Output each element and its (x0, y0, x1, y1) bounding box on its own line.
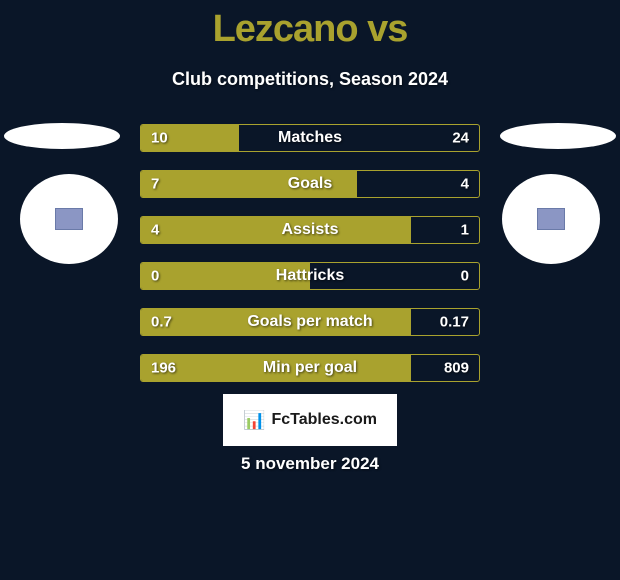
stat-row-goals-per-match: 0.7 Goals per match 0.17 (140, 308, 480, 336)
stat-value-left: 196 (151, 360, 176, 377)
stat-value-right: 809 (444, 360, 469, 377)
stat-value-left: 10 (151, 130, 168, 147)
subtitle: Club competitions, Season 2024 (0, 69, 620, 90)
stats-container: 10 Matches 24 7 Goals 4 4 Assists 1 0 Ha… (140, 124, 480, 400)
player-avatar-right (500, 123, 616, 149)
stat-label: Assists (282, 221, 339, 239)
stat-label: Min per goal (263, 359, 357, 377)
club-badge-left (20, 174, 118, 264)
stat-value-right: 0 (461, 268, 469, 285)
page-title: Lezcano vs (0, 0, 620, 51)
stat-label: Hattricks (276, 267, 344, 285)
stat-label: Goals (288, 175, 332, 193)
stat-value-right: 24 (452, 130, 469, 147)
footer-logo-text: FcTables.com (271, 411, 377, 429)
stat-value-left: 0.7 (151, 314, 172, 331)
stat-row-matches: 10 Matches 24 (140, 124, 480, 152)
stat-label: Matches (278, 129, 342, 147)
stat-row-min-per-goal: 196 Min per goal 809 (140, 354, 480, 382)
stat-row-hattricks: 0 Hattricks 0 (140, 262, 480, 290)
club-badge-left-inner (55, 208, 83, 230)
stat-value-left: 4 (151, 222, 159, 239)
stat-bar-left (141, 217, 411, 243)
stat-value-right: 1 (461, 222, 469, 239)
stat-row-assists: 4 Assists 1 (140, 216, 480, 244)
stat-row-goals: 7 Goals 4 (140, 170, 480, 198)
stat-value-left: 0 (151, 268, 159, 285)
footer-date: 5 november 2024 (241, 454, 379, 474)
stat-value-left: 7 (151, 176, 159, 193)
club-badge-right-inner (537, 208, 565, 230)
player-avatar-left (4, 123, 120, 149)
stat-value-right: 4 (461, 176, 469, 193)
stat-value-right: 0.17 (440, 314, 469, 331)
club-badge-right (502, 174, 600, 264)
stat-label: Goals per match (247, 313, 372, 331)
chart-icon: 📊 (243, 410, 265, 431)
footer-logo: 📊 FcTables.com (223, 394, 397, 446)
